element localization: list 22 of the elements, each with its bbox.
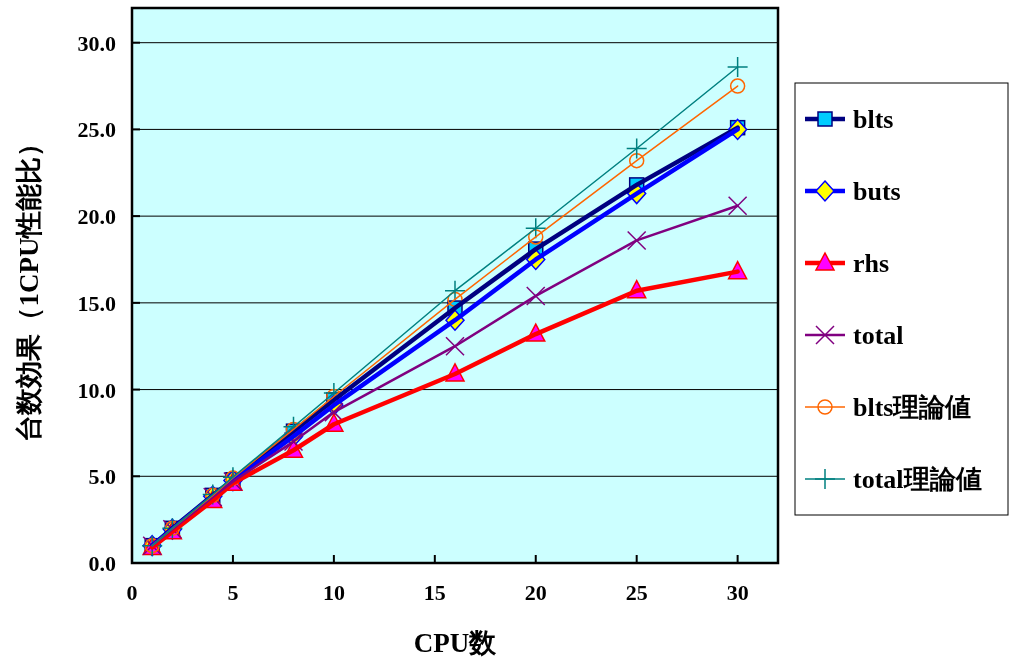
y-tick-label: 15.0 <box>77 290 116 316</box>
y-tick-label: 0.0 <box>88 551 116 576</box>
x-tick-label: 5 <box>227 580 239 605</box>
legend-label: rhs <box>853 249 890 278</box>
y-tick-label: 10.0 <box>77 377 116 403</box>
y-axis-title: 台数効果（1CPU性能比） <box>14 129 44 442</box>
y-tick-label: 20.0 <box>77 204 116 230</box>
legend-label: blts <box>853 105 894 134</box>
x-tick-label: 10 <box>322 580 345 605</box>
x-tick-label: 0 <box>126 580 138 605</box>
x-tick-label: 25 <box>625 580 648 605</box>
legend-label: buts <box>853 177 901 206</box>
x-tick-label: 30 <box>726 580 749 605</box>
x-tick-label: 20 <box>524 580 547 605</box>
y-tick-label: 25.0 <box>77 117 116 143</box>
legend-label: total <box>853 321 904 350</box>
y-tick-label: 30.0 <box>77 30 116 56</box>
legend-label: blts理論値 <box>853 393 972 422</box>
legend-label: total理論値 <box>853 465 982 494</box>
x-tick-label: 15 <box>423 580 446 605</box>
y-tick-label: 5.0 <box>88 464 116 490</box>
x-axis-title: CPU数 <box>413 628 498 658</box>
